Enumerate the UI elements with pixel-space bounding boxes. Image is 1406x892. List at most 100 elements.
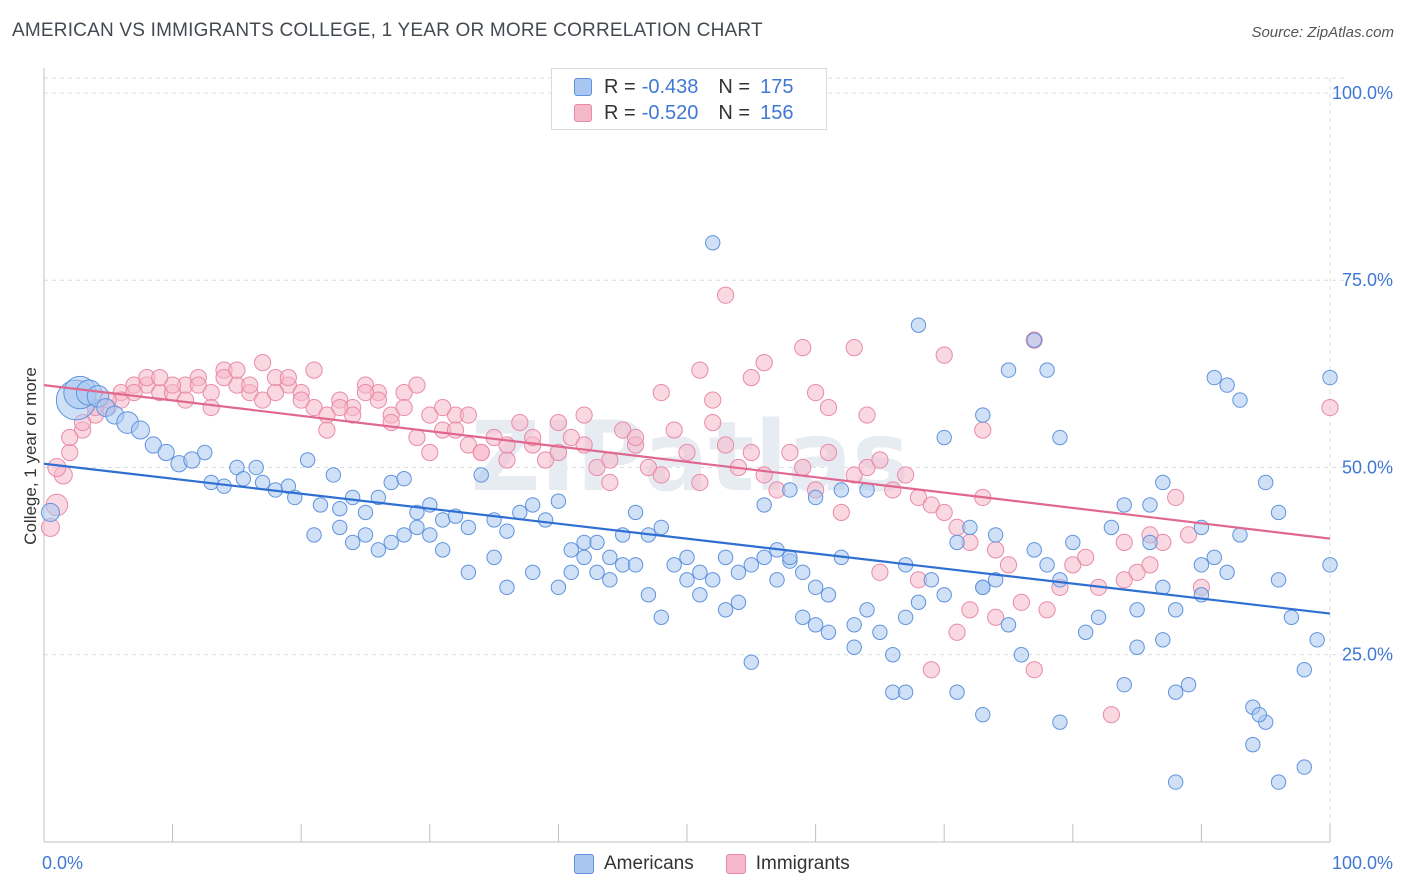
americans-point bbox=[833, 482, 850, 498]
americans-point bbox=[396, 471, 412, 487]
americans-point bbox=[370, 542, 387, 558]
americans-point bbox=[795, 609, 811, 625]
immigrants-point bbox=[47, 457, 67, 477]
americans-point bbox=[383, 534, 399, 551]
immigrants-point bbox=[819, 443, 838, 462]
immigrants-point bbox=[987, 608, 1005, 626]
trend-lines bbox=[43, 384, 1331, 615]
americans-point bbox=[499, 579, 515, 596]
americans-point bbox=[987, 527, 1004, 543]
americans-point bbox=[370, 489, 387, 506]
immigrants-point bbox=[498, 451, 516, 469]
legend-item-immigrants[interactable]: Immigrants bbox=[725, 853, 850, 875]
americans-point bbox=[325, 467, 342, 483]
americans-point bbox=[885, 647, 901, 663]
americans-point bbox=[235, 471, 252, 487]
americans-point bbox=[144, 436, 162, 454]
americans-point bbox=[923, 572, 940, 588]
americans-point bbox=[1322, 369, 1338, 386]
americans-point bbox=[157, 443, 175, 462]
americans-point bbox=[1090, 609, 1107, 625]
americans-point bbox=[344, 534, 361, 551]
americans-point bbox=[460, 519, 477, 536]
immigrants-point bbox=[922, 661, 940, 679]
americans-point bbox=[1116, 497, 1132, 513]
americans-point bbox=[357, 504, 374, 521]
immigrants-point bbox=[858, 406, 876, 424]
americans-point bbox=[312, 497, 329, 513]
legend-n-value-americans: 175 bbox=[760, 75, 794, 98]
immigrants-point bbox=[318, 421, 336, 439]
americans-point bbox=[1155, 579, 1171, 596]
americans-point bbox=[807, 579, 824, 596]
immigrants-point bbox=[549, 443, 568, 462]
americans-point bbox=[743, 557, 759, 573]
immigrants-point bbox=[575, 406, 593, 424]
immigrants-point bbox=[601, 473, 619, 492]
americans-point bbox=[512, 504, 528, 521]
immigrants-point bbox=[434, 398, 452, 417]
immigrants-point bbox=[549, 413, 568, 432]
americans-point bbox=[1013, 647, 1030, 663]
americans-point bbox=[1039, 362, 1055, 378]
x-tick-label: 0.0% bbox=[42, 853, 83, 873]
americans-point bbox=[692, 587, 708, 603]
americans-point bbox=[807, 489, 824, 506]
americans-point bbox=[987, 572, 1004, 588]
americans-point bbox=[1026, 542, 1042, 558]
legend-r-value-americans: -0.438 bbox=[641, 75, 699, 98]
americans-point bbox=[1142, 534, 1158, 551]
americans-point bbox=[357, 527, 374, 543]
immigrants-point bbox=[832, 503, 850, 522]
americans-point bbox=[1129, 602, 1145, 618]
immigrants-points bbox=[40, 286, 1339, 724]
americans-point bbox=[460, 564, 477, 581]
americans-point bbox=[692, 564, 708, 581]
immigrants-point bbox=[472, 443, 490, 462]
immigrants-point bbox=[421, 443, 439, 462]
americans-point bbox=[344, 489, 361, 506]
immigrants-point bbox=[1102, 706, 1120, 724]
americans-point bbox=[756, 497, 772, 513]
americans-point bbox=[1142, 497, 1158, 513]
immigrants-point bbox=[241, 376, 259, 394]
americans-point bbox=[820, 624, 837, 640]
americans-point bbox=[1052, 572, 1068, 588]
immigrants-point bbox=[1012, 593, 1030, 611]
immigrants-point bbox=[1038, 601, 1056, 619]
americans-point bbox=[563, 542, 579, 558]
americans-trend-line bbox=[43, 462, 1331, 615]
americans-point bbox=[197, 444, 213, 461]
immigrants-point bbox=[807, 383, 825, 402]
americans-point bbox=[550, 493, 567, 509]
axes bbox=[43, 68, 1331, 843]
americans-point bbox=[1155, 632, 1171, 648]
americans-point bbox=[807, 617, 824, 633]
americans-point bbox=[949, 684, 965, 700]
legend-r-value-immigrants: -0.520 bbox=[641, 101, 699, 124]
immigrants-point bbox=[974, 421, 992, 439]
americans-point bbox=[756, 549, 772, 566]
legend-n-value-immigrants: 156 bbox=[760, 101, 794, 124]
correlation-legend: R = -0.438 N = 175 R = -0.520 N = 156 bbox=[551, 68, 827, 130]
immigrants-point bbox=[356, 383, 375, 402]
immigrants-point bbox=[755, 354, 773, 372]
americans-points bbox=[40, 235, 1338, 790]
immigrants-point bbox=[691, 361, 709, 379]
americans-point bbox=[1270, 504, 1287, 521]
immigrants-point bbox=[511, 413, 529, 432]
americans-point bbox=[846, 617, 862, 633]
immigrants-point bbox=[408, 376, 426, 394]
immigrants-point bbox=[215, 369, 233, 387]
americans-point bbox=[936, 429, 952, 446]
americans-point bbox=[615, 557, 631, 573]
chart-title: AMERICAN VS IMMIGRANTS COLLEGE, 1 YEAR O… bbox=[12, 20, 763, 41]
americans-point bbox=[1232, 392, 1248, 408]
legend-item-americans[interactable]: Americans bbox=[574, 853, 694, 875]
immigrants-point bbox=[1321, 398, 1339, 417]
americans-point bbox=[602, 572, 618, 588]
americans-point bbox=[936, 587, 952, 603]
immigrants-point bbox=[1141, 556, 1159, 574]
legend-row-americans: R = -0.438 N = 175 bbox=[574, 75, 793, 99]
